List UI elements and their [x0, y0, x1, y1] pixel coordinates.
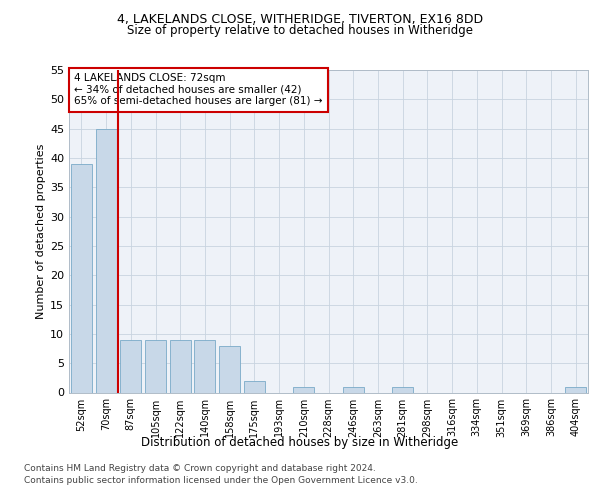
Bar: [343, 386, 364, 392]
Bar: [293, 386, 314, 392]
Text: 4 LAKELANDS CLOSE: 72sqm
← 34% of detached houses are smaller (42)
65% of semi-d: 4 LAKELANDS CLOSE: 72sqm ← 34% of detach…: [74, 73, 323, 106]
Text: Distribution of detached houses by size in Witheridge: Distribution of detached houses by size …: [142, 436, 458, 449]
Bar: [565, 386, 586, 392]
Text: Size of property relative to detached houses in Witheridge: Size of property relative to detached ho…: [127, 24, 473, 37]
Bar: [170, 340, 191, 392]
Bar: [145, 340, 166, 392]
Text: 4, LAKELANDS CLOSE, WITHERIDGE, TIVERTON, EX16 8DD: 4, LAKELANDS CLOSE, WITHERIDGE, TIVERTON…: [117, 12, 483, 26]
Y-axis label: Number of detached properties: Number of detached properties: [36, 144, 46, 319]
Text: Contains public sector information licensed under the Open Government Licence v3: Contains public sector information licen…: [24, 476, 418, 485]
Bar: [71, 164, 92, 392]
Text: Contains HM Land Registry data © Crown copyright and database right 2024.: Contains HM Land Registry data © Crown c…: [24, 464, 376, 473]
Bar: [194, 340, 215, 392]
Bar: [244, 381, 265, 392]
Bar: [95, 128, 116, 392]
Bar: [392, 386, 413, 392]
Bar: [120, 340, 141, 392]
Bar: [219, 346, 240, 393]
